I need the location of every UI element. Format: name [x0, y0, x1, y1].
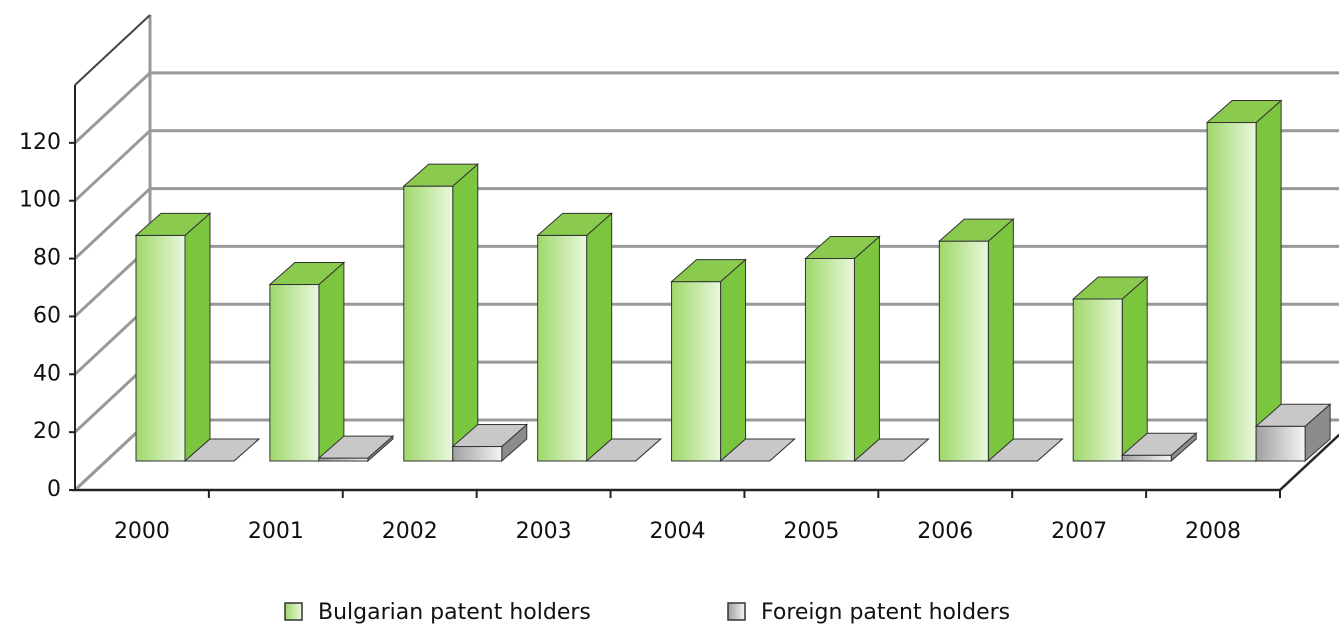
bar-top: [536, 212, 613, 236]
x-tick-label: 2002: [382, 519, 438, 544]
bar-side: [987, 218, 1014, 463]
x-tick-label: 2006: [917, 519, 973, 544]
bar-top: [938, 218, 1015, 242]
grid-line: [73, 187, 1339, 260]
bar: [1254, 403, 1332, 463]
y-tick-label: 120: [19, 130, 61, 155]
bar: [134, 212, 212, 463]
x-tick-label: 2008: [1185, 519, 1241, 544]
bar: [938, 218, 1015, 463]
bar-top: [670, 259, 747, 283]
bar: [1205, 99, 1283, 463]
bar-front: [403, 185, 454, 462]
bar-top: [987, 438, 1064, 462]
y-tick-label: 100: [19, 188, 61, 213]
bar: [1120, 432, 1198, 463]
bar-front: [1206, 122, 1257, 462]
bar-front: [452, 446, 503, 462]
bar: [268, 261, 346, 463]
grid-line: [73, 129, 1339, 202]
bar-front: [938, 240, 989, 462]
bar-top: [719, 438, 796, 462]
legend-label: Bulgarian patent holders: [318, 600, 591, 625]
x-tick-label: 2007: [1051, 519, 1107, 544]
x-tick-label: 2005: [783, 519, 839, 544]
y-tick-label: 60: [33, 303, 61, 328]
bar-front: [1255, 425, 1306, 462]
bar-side: [452, 163, 479, 463]
bar-top: [853, 438, 930, 462]
bar-front: [804, 258, 855, 462]
bar-front: [1072, 298, 1123, 462]
y-tick-label: 20: [33, 419, 61, 444]
bar: [317, 435, 395, 463]
right-diagonal: [1279, 434, 1339, 491]
bar-side: [184, 212, 211, 463]
bar: [987, 438, 1064, 462]
bar-top: [1120, 432, 1198, 456]
bar-top: [134, 212, 212, 236]
bar: [451, 423, 529, 463]
x-tick-label: 2004: [650, 519, 706, 544]
bar-front: [1121, 454, 1172, 462]
bar-top: [1071, 276, 1149, 300]
bar: [853, 438, 930, 462]
bar: [804, 235, 881, 463]
x-tick-label: 2003: [516, 519, 572, 544]
bar-top: [402, 163, 480, 187]
bar-top: [1254, 403, 1332, 427]
bar-top: [451, 424, 529, 448]
y-tick-label: 80: [33, 246, 61, 271]
bar: [183, 438, 261, 462]
x-tick-label: 2001: [248, 519, 304, 544]
y-tick-label: 0: [47, 477, 61, 502]
bar-side: [720, 258, 747, 463]
bar-top: [268, 262, 346, 286]
left-diagonal-top: [74, 14, 151, 86]
bar-side: [586, 212, 613, 463]
legend-swatch: [727, 602, 746, 621]
bar: [670, 258, 747, 463]
bar: [719, 438, 796, 462]
bar-top: [317, 435, 395, 459]
bar-front: [671, 281, 722, 462]
bar-side: [318, 261, 345, 463]
bar: [1071, 275, 1149, 463]
x-tick-label: 2000: [114, 519, 170, 544]
bar-top: [1205, 100, 1283, 124]
bar: [402, 163, 480, 463]
grid-line: [73, 71, 1339, 144]
y-tick-label: 40: [33, 361, 61, 386]
bar-side: [1121, 275, 1148, 463]
bar-front: [537, 234, 588, 462]
bar: [585, 438, 662, 462]
bar-front: [269, 284, 320, 462]
legend-swatch: [284, 602, 303, 621]
bar-top: [585, 438, 662, 462]
bar-top: [804, 236, 881, 259]
bar-front: [135, 234, 186, 462]
bar-top: [183, 438, 261, 462]
bar: [536, 212, 613, 463]
legend-label: Foreign patent holders: [761, 600, 1010, 625]
bar-side: [853, 235, 880, 463]
